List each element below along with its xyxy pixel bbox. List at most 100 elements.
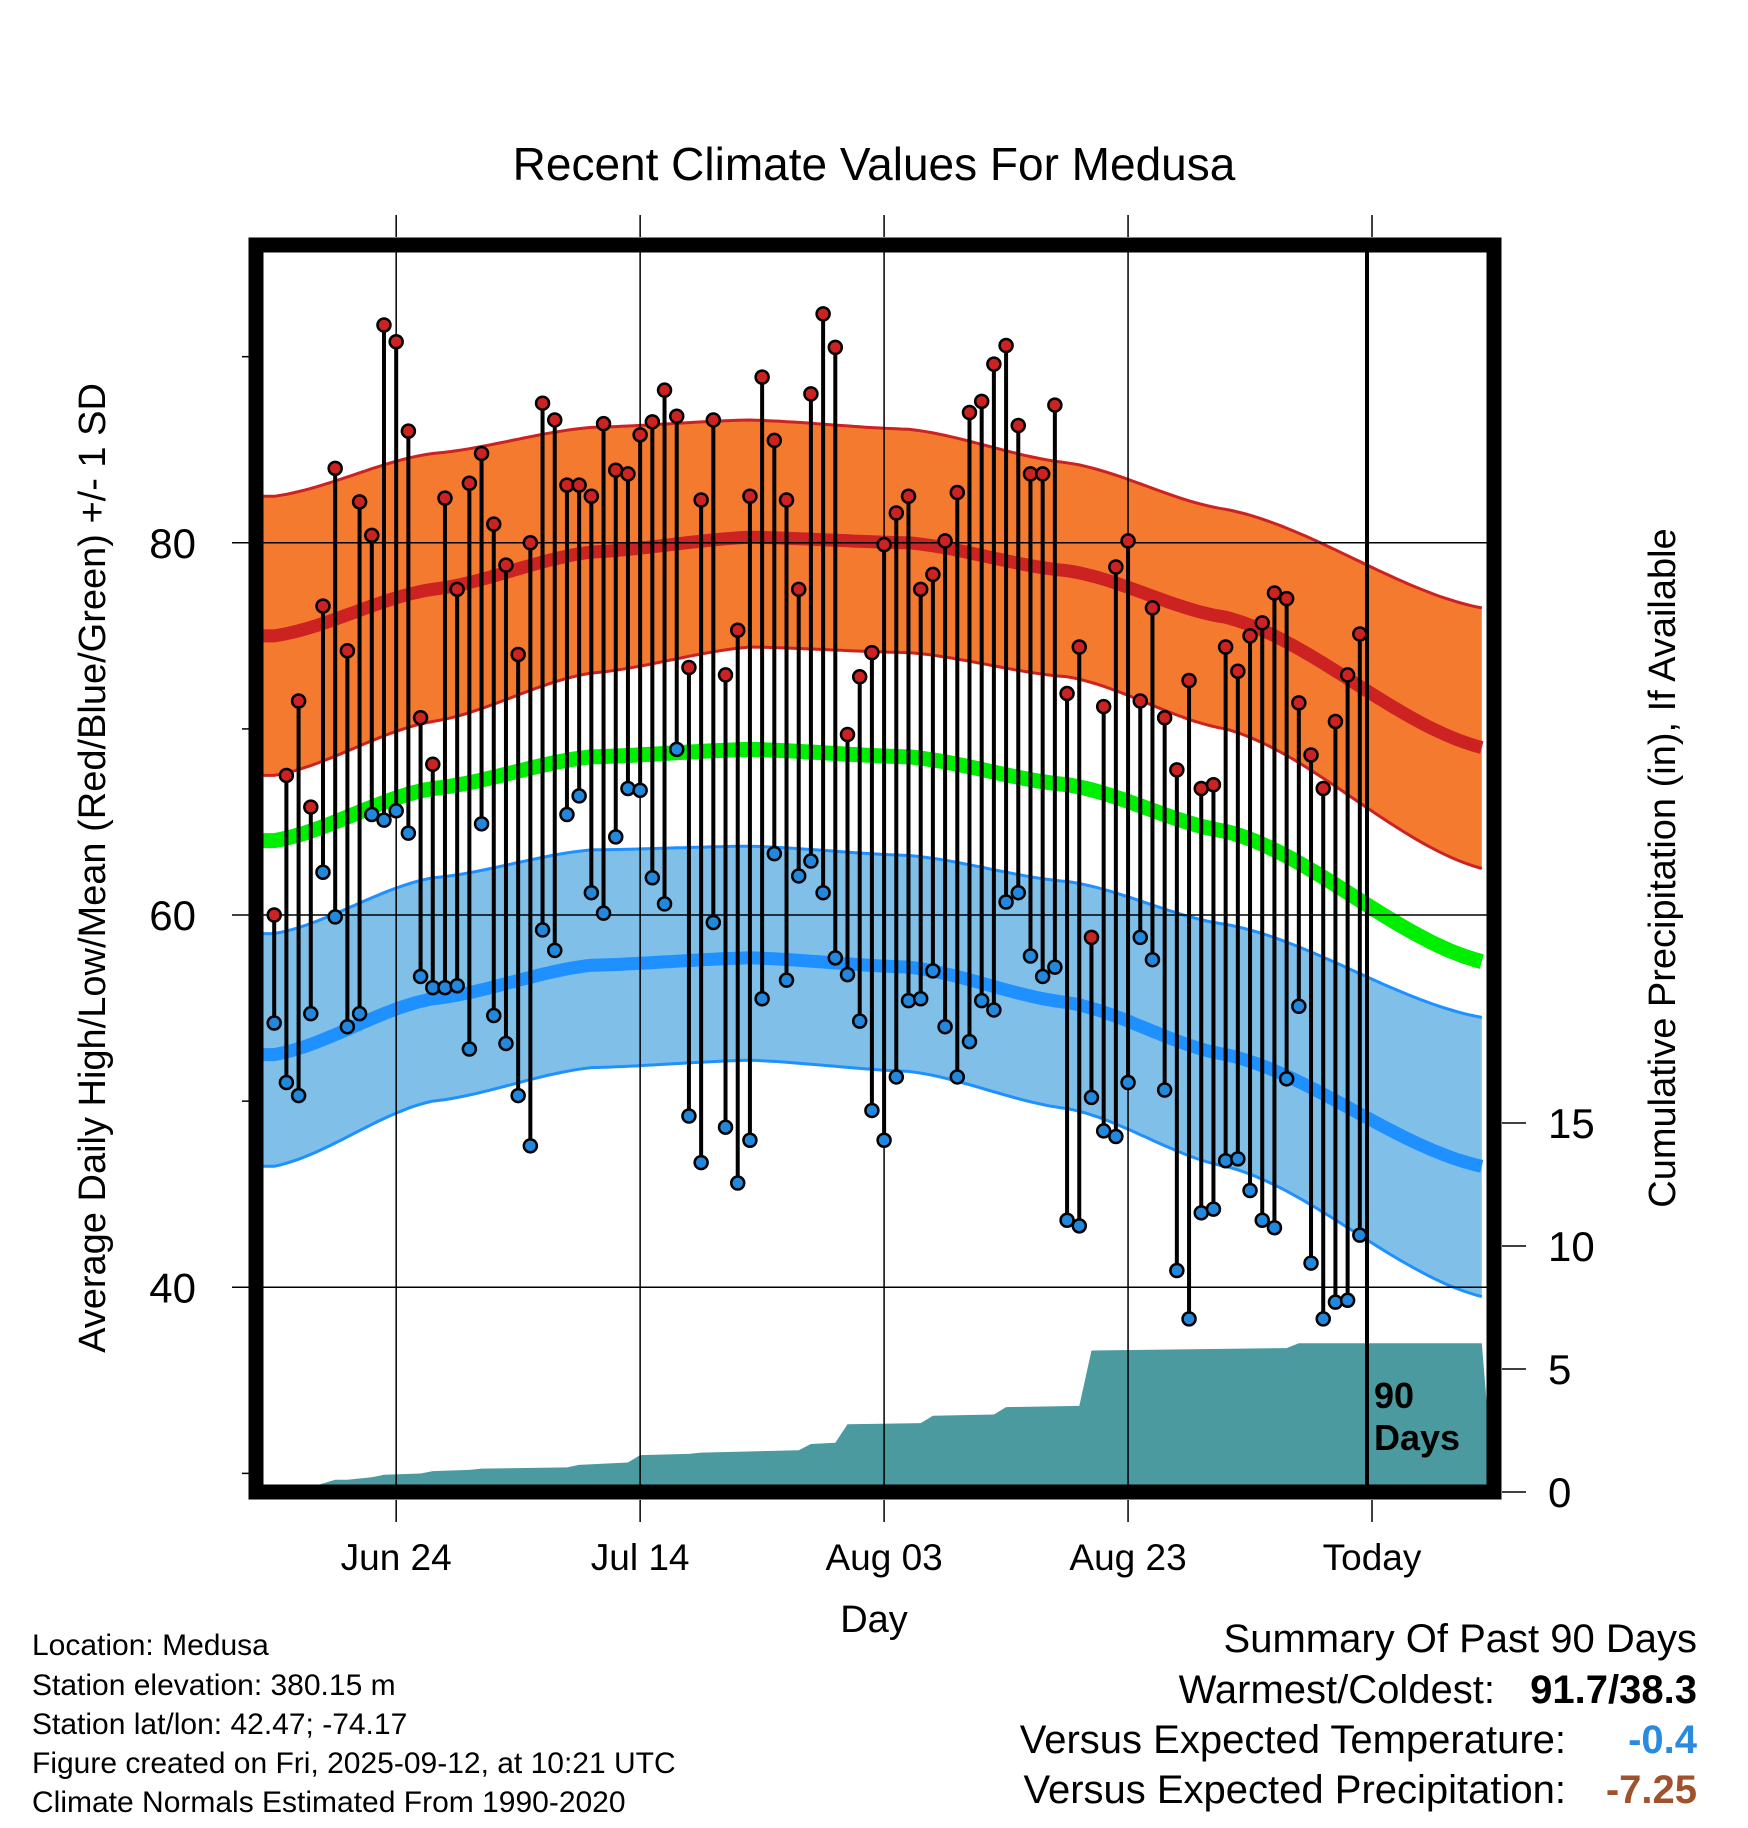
high-point xyxy=(900,488,917,505)
high-point xyxy=(912,581,929,598)
high-point xyxy=(961,404,978,421)
axes: Jun 24 Jul 14 Aug 03 Aug 23 Today 40 60 80 0 5 10 1… xyxy=(149,215,1595,1578)
x-tick-label: Today xyxy=(1323,1537,1422,1578)
high-point xyxy=(1083,929,1100,946)
normal-high-line xyxy=(262,530,1484,754)
high-point xyxy=(998,337,1014,354)
high-point xyxy=(986,356,1002,372)
low-point xyxy=(754,991,770,1007)
summary-temp-label: Versus Expected Temperature: xyxy=(1020,1718,1566,1762)
high-point xyxy=(595,415,612,432)
high-point xyxy=(583,488,600,505)
low-point xyxy=(498,1035,514,1052)
low-point xyxy=(705,914,722,931)
low-point xyxy=(1059,1212,1075,1229)
low-point xyxy=(571,788,587,804)
y2-tick-label: 15 xyxy=(1548,1100,1595,1147)
high-point xyxy=(705,412,722,428)
cumulative-precipitation-area xyxy=(274,1343,1494,1492)
low-point xyxy=(851,1013,868,1029)
high-point xyxy=(1120,533,1136,549)
high-point xyxy=(803,386,819,402)
low-point xyxy=(937,1018,953,1035)
high-point xyxy=(778,492,795,508)
high-point xyxy=(351,494,368,510)
summary-warm-cold-label: Warmest/Coldest: xyxy=(1179,1668,1495,1712)
daily-points xyxy=(266,306,1368,1327)
low-point xyxy=(839,966,856,983)
low-point xyxy=(815,884,831,901)
low-point xyxy=(559,806,575,823)
low-point xyxy=(876,1132,892,1148)
y2-tick-label: 0 xyxy=(1548,1469,1571,1516)
low-point xyxy=(315,864,331,880)
high-point xyxy=(1156,709,1173,726)
high-point xyxy=(864,644,880,661)
low-point xyxy=(486,1007,502,1024)
high-point xyxy=(766,432,783,449)
low-point xyxy=(1303,1255,1319,1271)
high-point xyxy=(1230,663,1246,679)
low-point xyxy=(412,968,429,985)
low-point xyxy=(1266,1219,1283,1236)
high-point xyxy=(1181,672,1197,689)
high-point xyxy=(1254,615,1270,631)
high-point xyxy=(571,477,587,493)
low-point xyxy=(1047,959,1063,975)
high-point xyxy=(876,536,892,553)
x-tick-label: Jun 24 xyxy=(341,1537,452,1578)
high-point xyxy=(522,535,539,551)
high-point xyxy=(815,306,831,322)
low-point xyxy=(522,1138,539,1154)
high-point xyxy=(1059,685,1075,702)
summary-precip-value: -7.25 xyxy=(1606,1768,1697,1812)
high-point xyxy=(693,492,709,508)
high-point xyxy=(656,382,673,398)
low-point xyxy=(461,1041,478,1057)
high-point xyxy=(729,622,746,639)
low-point xyxy=(1156,1082,1173,1098)
low-point xyxy=(376,812,392,828)
normal-high-upper-edge xyxy=(262,418,1483,610)
high-point xyxy=(486,516,502,532)
high-point xyxy=(851,669,868,685)
x-tick-label: Aug 23 xyxy=(1069,1537,1186,1578)
low-point xyxy=(1181,1311,1197,1327)
low-point xyxy=(339,1018,356,1035)
y-axis-label: Average Daily High/Low/Mean (Red/Blue/Gr… xyxy=(72,383,114,1353)
info-normals: Climate Normals Estimated From 1990-2020 xyxy=(32,1786,626,1819)
high-point xyxy=(1205,776,1222,793)
high-point xyxy=(388,334,404,350)
low-point xyxy=(632,782,648,799)
high-point xyxy=(1217,639,1234,655)
low-point xyxy=(620,780,636,797)
summary-temp-value: -0.4 xyxy=(1628,1718,1698,1762)
low-point xyxy=(790,868,807,884)
high-point xyxy=(949,484,966,501)
high-point xyxy=(1303,747,1319,763)
high-point xyxy=(266,907,282,923)
low-point xyxy=(1010,884,1027,901)
high-point xyxy=(1144,600,1161,616)
today-days-number: 90 xyxy=(1374,1375,1414,1416)
high-point xyxy=(339,642,356,659)
low-point xyxy=(681,1108,697,1124)
low-point xyxy=(693,1154,709,1171)
low-point xyxy=(900,992,917,1009)
low-point xyxy=(1132,929,1149,946)
high-point xyxy=(303,799,319,815)
daily-range-bars xyxy=(272,313,1362,1319)
low-point xyxy=(473,816,490,832)
high-point xyxy=(632,427,648,443)
summary-title: Summary Of Past 90 Days xyxy=(1224,1617,1697,1661)
low-point xyxy=(1205,1201,1222,1217)
high-point xyxy=(973,393,990,410)
y2-axis-label: Cumulative Precipitation (in), If Availa… xyxy=(1642,528,1684,1207)
high-point xyxy=(534,395,551,411)
high-point xyxy=(473,445,490,462)
high-point xyxy=(681,659,697,676)
low-point xyxy=(1022,948,1039,964)
x-tick-label: Jul 14 xyxy=(591,1537,690,1578)
low-point xyxy=(449,978,465,994)
low-point xyxy=(1034,968,1051,985)
